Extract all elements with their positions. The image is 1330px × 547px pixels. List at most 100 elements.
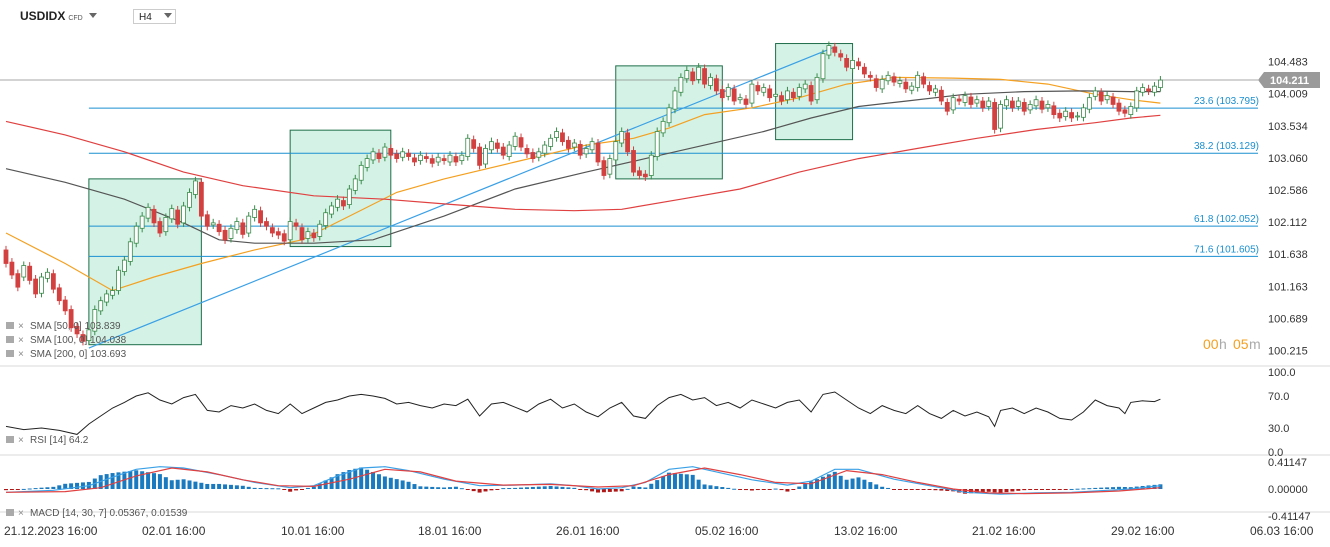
candle[interactable] bbox=[1069, 112, 1074, 119]
candle[interactable] bbox=[1027, 104, 1033, 111]
candle[interactable] bbox=[50, 273, 56, 290]
candle[interactable] bbox=[666, 107, 672, 124]
candle[interactable] bbox=[45, 271, 50, 279]
candle[interactable] bbox=[998, 104, 1003, 129]
candle[interactable] bbox=[489, 141, 494, 151]
candle[interactable] bbox=[358, 164, 364, 181]
candle[interactable] bbox=[566, 139, 571, 149]
candle[interactable] bbox=[110, 290, 115, 296]
candle[interactable] bbox=[68, 309, 74, 329]
candle[interactable] bbox=[382, 146, 388, 158]
candle[interactable] bbox=[761, 87, 767, 93]
candle[interactable] bbox=[862, 66, 867, 75]
candle[interactable] bbox=[417, 154, 423, 162]
candle[interactable] bbox=[222, 229, 228, 241]
candle[interactable] bbox=[287, 221, 293, 241]
candle[interactable] bbox=[92, 309, 98, 332]
candle[interactable] bbox=[281, 233, 287, 242]
candle[interactable] bbox=[80, 334, 86, 342]
candle[interactable] bbox=[826, 45, 832, 56]
candle[interactable] bbox=[459, 154, 465, 162]
candle[interactable] bbox=[1146, 88, 1151, 92]
candle[interactable] bbox=[494, 142, 500, 149]
candle[interactable] bbox=[885, 74, 891, 82]
candle[interactable] bbox=[394, 153, 400, 159]
candle[interactable] bbox=[352, 178, 358, 191]
candle[interactable] bbox=[441, 158, 447, 162]
candle[interactable] bbox=[305, 231, 311, 239]
candle[interactable] bbox=[139, 215, 145, 229]
candle[interactable] bbox=[613, 141, 619, 161]
candle[interactable] bbox=[737, 97, 743, 101]
candle[interactable] bbox=[560, 132, 565, 143]
candle[interactable] bbox=[731, 88, 737, 102]
candle[interactable] bbox=[175, 209, 181, 225]
highlight-box[interactable] bbox=[289, 129, 392, 248]
candle[interactable] bbox=[145, 206, 151, 219]
candle[interactable] bbox=[1004, 99, 1009, 107]
candle[interactable] bbox=[536, 151, 542, 158]
candle[interactable] bbox=[1140, 87, 1146, 93]
candle[interactable] bbox=[690, 71, 696, 82]
candle[interactable] bbox=[1134, 90, 1140, 109]
candle[interactable] bbox=[921, 76, 926, 85]
candle[interactable] bbox=[909, 85, 915, 91]
candle[interactable] bbox=[1086, 97, 1092, 110]
candle[interactable] bbox=[678, 76, 684, 93]
candle[interactable] bbox=[897, 80, 903, 84]
candle[interactable] bbox=[234, 221, 240, 231]
candle[interactable] bbox=[1158, 79, 1163, 88]
candle[interactable] bbox=[1128, 106, 1134, 115]
candle[interactable] bbox=[642, 173, 648, 178]
candle[interactable] bbox=[554, 131, 559, 139]
candle[interactable] bbox=[903, 81, 909, 90]
candle[interactable] bbox=[252, 208, 258, 218]
candle[interactable] bbox=[74, 326, 80, 335]
candle[interactable] bbox=[299, 227, 305, 241]
candle[interactable] bbox=[228, 227, 234, 239]
candle[interactable] bbox=[116, 269, 121, 291]
candle[interactable] bbox=[530, 152, 536, 159]
candle[interactable] bbox=[506, 144, 512, 157]
candle[interactable] bbox=[181, 205, 187, 224]
candle[interactable] bbox=[856, 61, 861, 67]
candle[interactable] bbox=[62, 299, 68, 312]
candle[interactable] bbox=[210, 222, 216, 226]
candle[interactable] bbox=[933, 88, 938, 93]
candle[interactable] bbox=[447, 154, 453, 163]
candle[interactable] bbox=[844, 58, 850, 68]
candle[interactable] bbox=[1010, 100, 1015, 109]
candle[interactable] bbox=[1021, 102, 1027, 112]
candle[interactable] bbox=[465, 137, 471, 157]
candle[interactable] bbox=[98, 300, 104, 312]
legend-menu-icon[interactable] bbox=[6, 350, 14, 357]
candle[interactable] bbox=[1045, 104, 1051, 109]
candle[interactable] bbox=[950, 97, 956, 111]
candle[interactable] bbox=[714, 78, 719, 92]
candle[interactable] bbox=[1110, 96, 1116, 105]
candle[interactable] bbox=[1063, 110, 1069, 118]
candle[interactable] bbox=[163, 217, 169, 233]
candle[interactable] bbox=[86, 329, 92, 342]
candle[interactable] bbox=[974, 99, 980, 104]
candle[interactable] bbox=[412, 157, 417, 163]
candle[interactable] bbox=[1098, 91, 1104, 102]
candle[interactable] bbox=[779, 95, 784, 102]
candle[interactable] bbox=[388, 148, 394, 156]
candle[interactable] bbox=[477, 146, 483, 166]
candle[interactable] bbox=[702, 68, 707, 85]
candle[interactable] bbox=[755, 85, 761, 92]
candle[interactable] bbox=[400, 151, 406, 158]
candle[interactable] bbox=[648, 154, 654, 176]
candle[interactable] bbox=[423, 156, 429, 159]
candle[interactable] bbox=[275, 231, 281, 236]
candle[interactable] bbox=[524, 148, 530, 155]
candle[interactable] bbox=[838, 53, 844, 58]
candle[interactable] bbox=[992, 102, 998, 130]
legend-menu-icon[interactable] bbox=[6, 509, 14, 516]
candle[interactable] bbox=[9, 261, 15, 276]
candle[interactable] bbox=[1039, 100, 1045, 110]
candle[interactable] bbox=[264, 221, 269, 227]
candle[interactable] bbox=[471, 139, 477, 149]
candle[interactable] bbox=[796, 87, 802, 97]
